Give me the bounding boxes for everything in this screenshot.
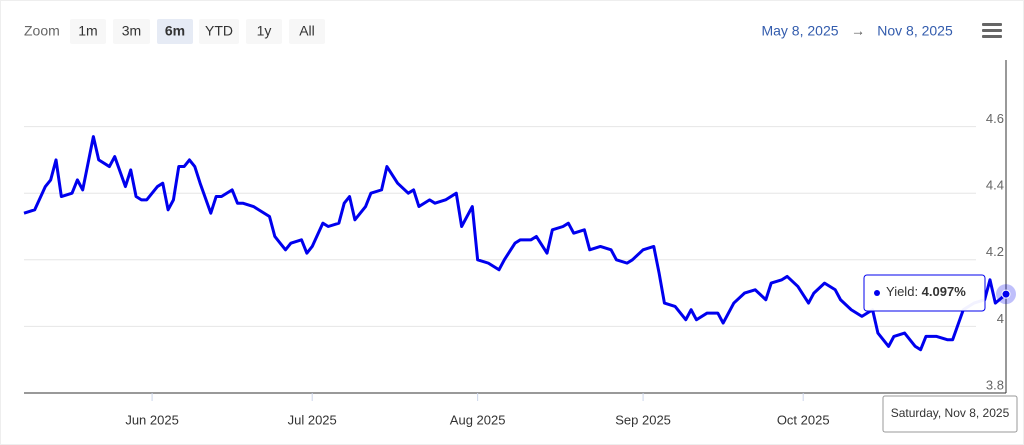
zoom-button[interactable]: 3m bbox=[113, 19, 150, 44]
zoom-button[interactable]: 1m bbox=[70, 19, 106, 44]
range-separator: → bbox=[851, 23, 865, 39]
zoom-button-bg bbox=[246, 19, 282, 44]
zoom-button-bg bbox=[199, 19, 239, 44]
tooltip-value: 4.097% bbox=[922, 284, 967, 299]
y-tick-label: 4.6 bbox=[986, 111, 1004, 126]
menu-bar bbox=[982, 23, 1002, 26]
date-tooltip-text: Saturday, Nov 8, 2025 bbox=[891, 406, 1010, 420]
zoom-button-label: 6m bbox=[165, 23, 185, 39]
series-line bbox=[23, 135, 1007, 352]
zoom-button-label: 1m bbox=[78, 23, 97, 39]
zoom-button-label: All bbox=[299, 23, 315, 39]
y-tick-label: 4.2 bbox=[986, 244, 1004, 259]
y-tick-label: 4 bbox=[997, 311, 1004, 326]
range-start[interactable]: May 8, 2025 bbox=[761, 23, 838, 39]
date-tooltip: Saturday, Nov 8, 2025 bbox=[882, 395, 1018, 433]
zoom-button-label: 3m bbox=[122, 23, 141, 39]
date-tooltip-box bbox=[882, 395, 1018, 433]
zoom-button-label: 1y bbox=[257, 23, 272, 39]
zoom-label: Zoom bbox=[24, 23, 60, 39]
x-tick-label: Jul 2025 bbox=[288, 412, 337, 427]
tooltip: Yield: 4.097% bbox=[863, 274, 986, 312]
tooltip-box bbox=[863, 274, 986, 312]
zoom-button[interactable]: All bbox=[289, 19, 325, 44]
y-tick-label: 3.8 bbox=[986, 377, 1004, 392]
zoom-button[interactable]: 1y bbox=[246, 19, 282, 44]
zoom-button-label: YTD bbox=[205, 23, 233, 39]
tooltip-text: Yield: 4.097% bbox=[886, 284, 966, 299]
range-end[interactable]: Nov 8, 2025 bbox=[877, 23, 953, 39]
tooltip-series-name: Yield bbox=[886, 284, 914, 299]
zoom-button-bg bbox=[157, 19, 193, 44]
hover-point bbox=[1001, 289, 1011, 299]
tooltip-dot bbox=[874, 290, 880, 296]
x-tick-label: Oct 2025 bbox=[777, 412, 830, 427]
y-tick-label: 4.4 bbox=[986, 178, 1004, 193]
menu-button[interactable] bbox=[982, 23, 1002, 38]
zoom-button[interactable]: 6m bbox=[157, 19, 193, 44]
zoom-button-bg bbox=[113, 19, 150, 44]
zoom-button[interactable]: YTD bbox=[199, 19, 239, 44]
menu-bar bbox=[982, 29, 1002, 32]
menu-bar bbox=[982, 35, 1002, 38]
x-tick-label: Jun 2025 bbox=[125, 412, 179, 427]
zoom-button-bg bbox=[289, 19, 325, 44]
zoom-button-bg bbox=[70, 19, 106, 44]
x-tick-label: Aug 2025 bbox=[450, 412, 506, 427]
x-tick-label: Sep 2025 bbox=[615, 412, 671, 427]
